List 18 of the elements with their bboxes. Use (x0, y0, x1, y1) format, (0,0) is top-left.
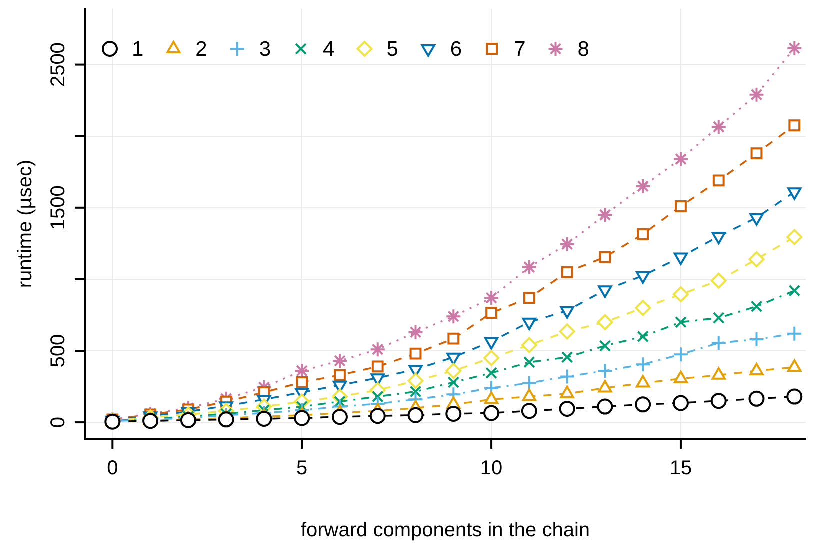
legend-label: 5 (386, 38, 398, 61)
y-axis-title: runtime (µsec) (14, 160, 37, 288)
legend-label: 1 (132, 38, 144, 61)
legend-label: 4 (323, 38, 336, 61)
x-tick-label: 0 (107, 458, 118, 480)
x-axis-title: forward components in the chain (300, 520, 590, 542)
legend-label: 8 (578, 38, 590, 61)
legend-label: 6 (450, 38, 462, 61)
y-tick-label: 2500 (48, 42, 70, 88)
legend-label: 2 (196, 38, 208, 61)
x-tick-label: 5 (296, 458, 308, 480)
legend-label: 3 (259, 38, 272, 61)
x-tick-label: 10 (480, 458, 503, 480)
y-tick-label: 500 (48, 334, 70, 368)
y-tick-label: 0 (48, 416, 70, 428)
x-tick-label: 15 (670, 458, 692, 480)
legend-label: 7 (514, 38, 526, 61)
y-tick-label: 1500 (48, 186, 70, 230)
